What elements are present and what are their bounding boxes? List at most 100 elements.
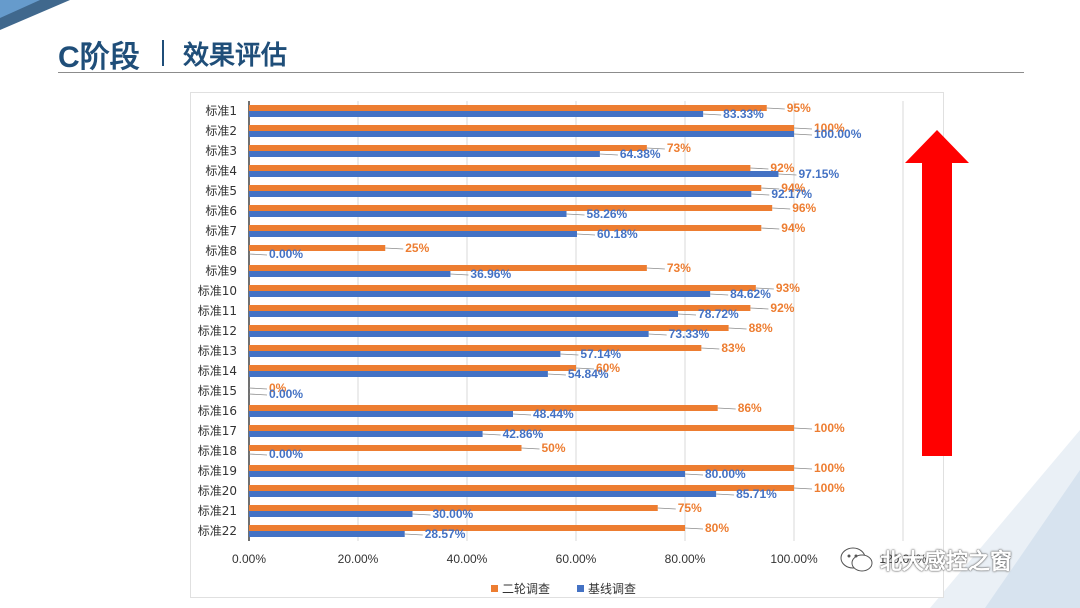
title-sub: 效果评估: [183, 41, 288, 71]
leader-line: [772, 207, 791, 210]
category-label: 标准16: [198, 404, 237, 418]
data-label-baseline: 92.17%: [771, 187, 812, 201]
data-label-round2: 73%: [667, 261, 691, 275]
category-label: 标准3: [205, 144, 237, 158]
title-divider: [58, 72, 1024, 73]
watermark: 北大感控之窗: [840, 540, 1012, 580]
data-label-round2: 50%: [542, 441, 566, 455]
bar-baseline: [249, 311, 679, 317]
bar-baseline: [249, 491, 717, 497]
category-label: 标准21: [198, 504, 237, 518]
category-label: 标准17: [198, 424, 237, 438]
category-label: 标准22: [198, 524, 237, 538]
leader-line: [793, 133, 813, 136]
leader-line: [450, 273, 469, 276]
data-label-round2: 75%: [678, 501, 702, 515]
leader-line: [793, 127, 813, 130]
data-label-baseline: 30.00%: [433, 507, 474, 521]
data-label-round2: 83%: [721, 341, 745, 355]
leader-line: [751, 193, 770, 196]
leader-line: [248, 453, 268, 456]
data-label-baseline: 100.00%: [814, 127, 862, 141]
leader-line: [703, 113, 722, 116]
leader-line: [710, 293, 729, 296]
data-label-round2: 94%: [781, 181, 805, 195]
data-label-baseline: 28.57%: [425, 527, 466, 541]
data-label-round2: 73%: [667, 141, 691, 155]
x-tick-label: 60.00%: [556, 552, 597, 566]
bar-round2: [249, 225, 762, 231]
category-label: 标准8: [205, 244, 237, 258]
data-label-round2: 60%: [596, 361, 620, 375]
bar-baseline: [249, 131, 794, 137]
data-label-round2: 100%: [814, 121, 845, 135]
data-label-round2: 80%: [705, 521, 729, 535]
bar-round2: [249, 305, 751, 311]
leader-line: [648, 333, 667, 336]
leader-line: [678, 313, 697, 316]
data-label-baseline: 42.86%: [503, 427, 544, 441]
leader-line: [701, 347, 720, 350]
leader-line: [547, 373, 566, 376]
category-label: 标准13: [198, 344, 237, 358]
bar-round2: [249, 165, 751, 171]
leader-line: [521, 447, 540, 450]
leader-line: [404, 533, 423, 536]
leader-line: [657, 507, 676, 510]
leader-line: [793, 487, 813, 490]
category-label: 标准6: [205, 204, 237, 218]
bar-round2: [249, 505, 658, 511]
x-tick-label: 120.00%: [879, 552, 927, 566]
bar-round2: [249, 145, 647, 151]
data-label-round2: 94%: [781, 221, 805, 235]
bar-round2: [249, 285, 756, 291]
bar-round2: [249, 365, 576, 371]
leader-line: [761, 227, 780, 230]
data-label-round2: 100%: [814, 421, 845, 435]
category-label: 标准20: [198, 484, 237, 498]
data-label-round2: 93%: [776, 281, 800, 295]
data-label-baseline: 36.96%: [470, 267, 511, 281]
bar-baseline: [249, 411, 513, 417]
category-label: 标准11: [198, 304, 237, 318]
data-label-round2: 95%: [787, 101, 811, 115]
bar-baseline: [249, 211, 567, 217]
leader-line: [482, 433, 501, 436]
bar-baseline: [249, 371, 548, 377]
bar-baseline: [249, 291, 711, 297]
category-label: 标准15: [198, 384, 237, 398]
bar-round2: [249, 425, 794, 431]
data-label-baseline: 85.71%: [736, 487, 777, 501]
bar-baseline: [249, 511, 413, 517]
category-label: 标准9: [205, 264, 237, 278]
category-label: 标准1: [205, 104, 237, 118]
x-tick-label: 40.00%: [447, 552, 488, 566]
bar-baseline: [249, 471, 685, 477]
leader-line: [766, 107, 785, 110]
category-label: 标准5: [205, 184, 237, 198]
leader-line: [599, 153, 618, 156]
data-label-round2: 0%: [269, 381, 287, 395]
bar-round2: [249, 325, 729, 331]
data-label-baseline: 0.00%: [269, 447, 303, 461]
legend-swatch: [577, 585, 584, 592]
bar-round2: [249, 445, 522, 451]
category-label: 标准18: [198, 444, 237, 458]
data-label-baseline: 80.00%: [705, 467, 746, 481]
bar-baseline: [249, 151, 600, 157]
leader-line: [684, 527, 704, 530]
bar-round2: [249, 125, 794, 131]
bar-baseline: [249, 111, 704, 117]
title-main: C阶段: [58, 41, 140, 74]
category-label: 标准2: [205, 124, 237, 138]
leader-line: [716, 493, 735, 496]
data-label-baseline: 58.26%: [587, 207, 628, 221]
leader-line: [778, 173, 797, 176]
category-label: 标准14: [198, 364, 237, 378]
bar-round2: [249, 525, 685, 531]
leader-line: [512, 413, 532, 416]
data-label-baseline: 64.38%: [620, 147, 661, 161]
chart-panel: 0.00% 20.00% 40.00% 60.00% 80.00% 100.00% 120.…: [190, 92, 944, 598]
bar-round2: [249, 465, 794, 471]
leader-line: [793, 427, 813, 430]
